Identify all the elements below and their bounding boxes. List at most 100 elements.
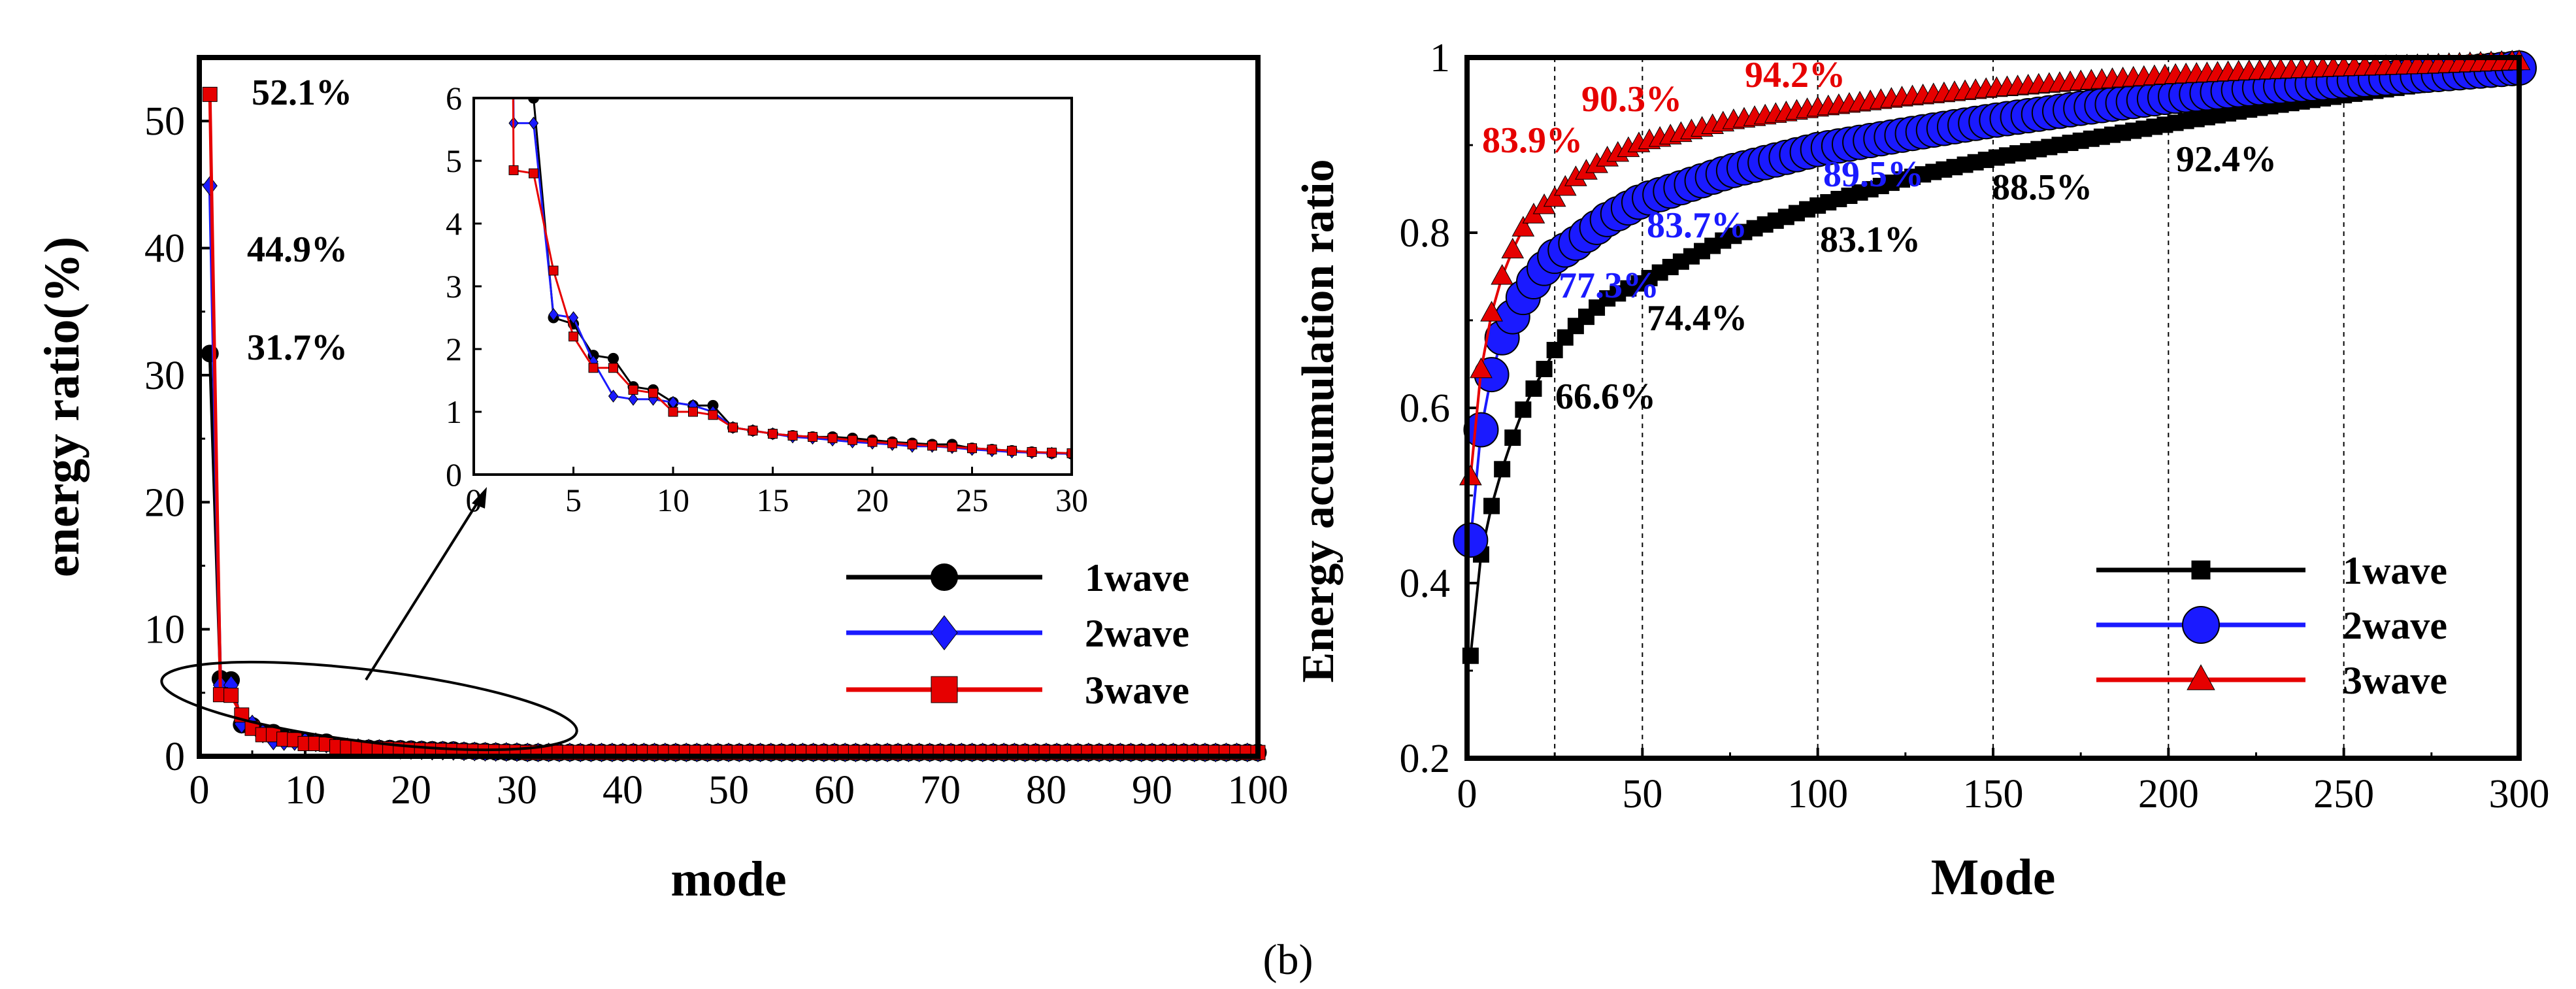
inset-data-point-3wave bbox=[569, 331, 578, 342]
legend-marker-3wave bbox=[931, 676, 958, 703]
inset-y-tick-label: 0 bbox=[446, 456, 462, 493]
legend-marker-2wave bbox=[931, 615, 958, 650]
x-axis-label: mode bbox=[670, 852, 786, 907]
annotation-label-1wave: 88.5% bbox=[1992, 167, 2092, 208]
data-point-3wave bbox=[202, 86, 218, 102]
data-point-1wave bbox=[1567, 318, 1584, 335]
inset-data-point-3wave bbox=[548, 265, 559, 276]
inset-data-point-3wave bbox=[668, 407, 678, 417]
inset-data-point-3wave bbox=[768, 429, 778, 439]
x-tick-label: 10 bbox=[285, 768, 325, 813]
annotation-label-3wave: 83.9% bbox=[1482, 120, 1583, 161]
inset-data-point-3wave bbox=[867, 437, 878, 447]
inset-data-point-3wave bbox=[628, 384, 638, 395]
data-point-3wave bbox=[1480, 301, 1503, 322]
y-tick-label: 50 bbox=[144, 99, 185, 144]
legend-label: 3wave bbox=[2343, 659, 2447, 702]
inset-data-point-3wave bbox=[508, 165, 519, 175]
annotation-label-2wave: 77.3% bbox=[1559, 265, 1659, 306]
annotation-label: 31.7% bbox=[247, 327, 348, 368]
data-point-1wave bbox=[1536, 361, 1553, 378]
x-tick-label: 100 bbox=[1787, 772, 1848, 816]
inset-data-point-3wave bbox=[907, 439, 917, 450]
inset-data-point-2wave bbox=[608, 390, 619, 403]
inset-data-point-3wave bbox=[827, 433, 838, 443]
inset-data-point-3wave bbox=[1007, 446, 1017, 456]
zoom-region-ellipse bbox=[160, 660, 578, 752]
y-tick-label: 1 bbox=[1430, 36, 1450, 80]
y-axis-label: Energy accumulation ratio bbox=[1293, 159, 1344, 682]
y-tick-label: 40 bbox=[144, 227, 185, 271]
x-tick-label: 20 bbox=[391, 768, 431, 813]
y-axis-label: energy ratio(%) bbox=[35, 237, 90, 577]
inset-x-tick-label: 30 bbox=[1055, 482, 1088, 518]
x-tick-label: 50 bbox=[1622, 772, 1662, 816]
x-axis-label: Mode bbox=[1931, 848, 2056, 905]
legend-label: 1wave bbox=[1085, 556, 1189, 599]
y-tick-label: 20 bbox=[144, 480, 185, 525]
inset-data-point-3wave bbox=[947, 442, 957, 452]
inset-data-point-3wave bbox=[927, 441, 937, 451]
energy-ratio-inset: 0 5 10 15 20 25 30 0 1 2 3 4 5 6 bbox=[446, 80, 1088, 518]
legend-marker-2wave bbox=[2182, 606, 2220, 644]
x-tick-label: 100 bbox=[1228, 768, 1289, 813]
inset-data-point-2wave bbox=[568, 311, 579, 324]
annotation-label-1wave: 92.4% bbox=[2176, 139, 2277, 180]
inset-data-point-3wave bbox=[848, 435, 857, 445]
annotation-label-1wave: 66.6% bbox=[1555, 377, 1656, 417]
inset-y-tick-label: 1 bbox=[446, 394, 462, 430]
inset-x-tick-label: 25 bbox=[956, 482, 989, 518]
x-tick-label: 70 bbox=[920, 768, 961, 813]
y-tick-label: 30 bbox=[144, 354, 185, 398]
inset-data-point-2wave bbox=[548, 308, 559, 322]
annotation-label-2wave: 89.5% bbox=[1823, 154, 1924, 195]
inset-x-tick-label: 15 bbox=[757, 482, 789, 518]
y-tick-label: 0.2 bbox=[1400, 737, 1451, 781]
x-tick-label: 60 bbox=[814, 768, 855, 813]
inset-data-point-2wave bbox=[628, 392, 638, 406]
data-point-2wave bbox=[1453, 522, 1489, 558]
data-point-1wave bbox=[1494, 461, 1511, 478]
y-tick-label: 0 bbox=[165, 735, 185, 779]
x-tick-label: 250 bbox=[2313, 772, 2374, 816]
y-tick-label: 10 bbox=[144, 608, 185, 652]
legend-label: 2wave bbox=[1085, 612, 1189, 655]
inset-x-tick-label: 20 bbox=[856, 482, 889, 518]
data-point-1wave bbox=[1483, 497, 1500, 514]
inset-plot-area bbox=[508, 98, 1072, 461]
energy-accumulation-chart: 0 50 100 150 200 250 300 0.2 0.4 0.6 0.8 1 66.6% 74.4… bbox=[1293, 36, 2550, 905]
inset-data-point-3wave bbox=[588, 363, 599, 373]
x-tick-label: 200 bbox=[2138, 772, 2199, 816]
legend-marker-3wave bbox=[2187, 664, 2215, 690]
inset-data-point-3wave bbox=[529, 168, 538, 178]
inset-y-tick-label: 3 bbox=[446, 268, 462, 305]
legend-marker-1wave bbox=[931, 563, 958, 591]
annotation-label-2wave: 83.7% bbox=[1647, 205, 1747, 246]
annotation-label: 44.9% bbox=[247, 229, 348, 270]
zoom-arrow-line bbox=[365, 497, 482, 681]
legend-label: 3wave bbox=[1085, 669, 1189, 712]
inset-y-tick-label: 4 bbox=[446, 205, 462, 242]
x-tick-label: 0 bbox=[190, 768, 210, 813]
inset-data-point-3wave bbox=[748, 426, 758, 436]
data-point-3wave bbox=[1511, 216, 1535, 237]
inset-x-tick-label: 0 bbox=[466, 482, 482, 518]
data-point-3wave bbox=[1501, 237, 1525, 259]
annotation-label: 52.1% bbox=[252, 73, 352, 113]
x-tick-label: 300 bbox=[2489, 772, 2550, 816]
inset-y-tick-label: 2 bbox=[446, 331, 462, 367]
annotation-label-3wave: 90.3% bbox=[1581, 79, 1682, 120]
inset-data-point-3wave bbox=[987, 444, 997, 455]
data-point-3wave bbox=[1491, 263, 1514, 285]
x-tick-label: 50 bbox=[708, 768, 749, 813]
data-point-1wave bbox=[1504, 429, 1521, 446]
inset-background bbox=[474, 98, 1072, 475]
inset-data-point-3wave bbox=[728, 422, 738, 433]
x-tick-label: 40 bbox=[603, 768, 643, 813]
inset-data-point-3wave bbox=[967, 443, 977, 454]
inset-data-point-3wave bbox=[787, 430, 798, 441]
legend-label: 1wave bbox=[2343, 549, 2447, 592]
inset-x-tick-label: 10 bbox=[657, 482, 689, 518]
data-point-1wave bbox=[1515, 401, 1532, 418]
